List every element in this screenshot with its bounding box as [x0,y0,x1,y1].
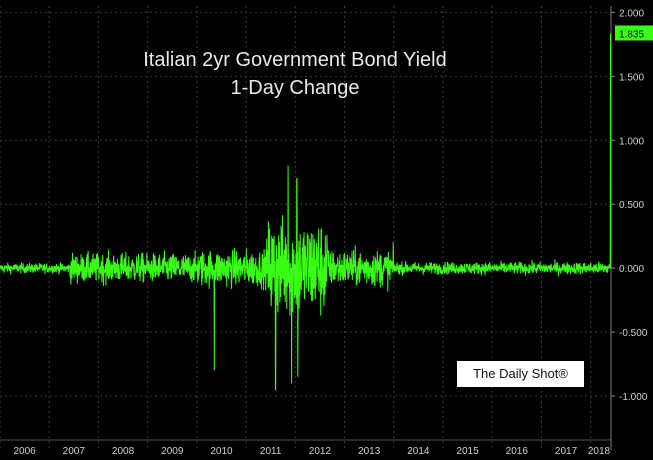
last-value-badge [615,25,653,41]
x-tick-label: 2007 [63,446,86,457]
x-tick-label: 2016 [506,446,529,457]
x-tick-label: 2008 [112,446,135,457]
y-tick-label: 0.000 [619,264,644,275]
x-tick-label: 2011 [260,446,282,457]
y-tick-label: -0.500 [619,328,648,339]
chart-title: Italian 2yr Government Bond Yield [143,49,447,71]
y-tick-label: 2.000 [619,8,644,19]
x-tick-label: 2012 [309,446,332,457]
watermark-badge: The Daily Shot® [457,361,584,387]
x-tick-label: 2018 [588,446,611,457]
x-tick-label: 2013 [358,446,381,457]
last-value-text: 1.835 [619,29,644,40]
x-tick-label: 2009 [161,446,184,457]
y-tick-label: -1.000 [619,392,648,403]
x-tick-label: 2014 [407,446,430,457]
chart-title-block: Italian 2yr Government Bond Yield 1-Day … [70,46,520,102]
x-tick-label: 2010 [210,446,233,457]
x-tick-label: 2015 [456,446,479,457]
x-axis: 2006 2007 2008 2009 2010 2011 2012 2013 2014 2015… [0,439,611,457]
x-tick-label: 2017 [555,446,578,457]
last-value-label: 1.835 [615,25,653,41]
series-line [0,33,612,391]
y-tick-label: 1.000 [619,136,644,147]
y-tick-label: 1.500 [619,72,644,83]
y-axis: 2.000 1.500 1.000 0.500 0.000 -0.500 -1.000 [610,6,648,450]
x-tick-label: 2006 [13,446,36,457]
y-tick-label: 0.500 [619,200,644,211]
chart-subtitle: 1-Day Change [230,77,360,99]
